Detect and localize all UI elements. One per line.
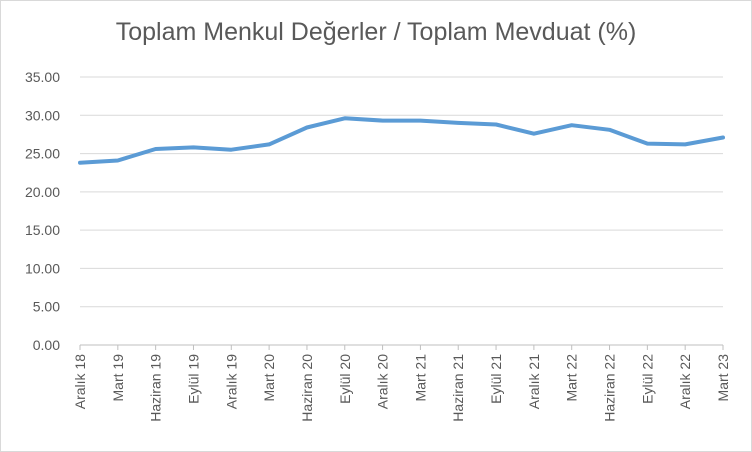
x-tick-label: Mart 22	[564, 354, 580, 402]
y-axis: 0.00 5.00 10.00 15.00 20.00 25.00 30.00 35.00	[25, 69, 60, 353]
y-tick-label: 5.00	[33, 299, 60, 315]
x-tick-label: Eylül 19	[185, 354, 201, 404]
y-tick-label: 25.00	[25, 146, 60, 162]
x-tick-label: Mart 21	[412, 354, 428, 402]
x-tick-label: Aralık 22	[677, 354, 693, 409]
y-tick-label: 10.00	[25, 260, 60, 276]
x-tick-label: Mart 23	[715, 354, 731, 402]
x-tick-label: Aralık 19	[223, 354, 239, 409]
y-tick-label: 30.00	[25, 107, 60, 123]
x-tick-label: Mart 20	[261, 354, 277, 402]
x-tick-label: Mart 19	[110, 354, 126, 402]
x-tick-label: Haziran 20	[299, 354, 315, 422]
x-tick-label: Aralık 21	[526, 354, 542, 409]
x-tick-label: Haziran 22	[602, 354, 618, 422]
x-axis: Aralık 18 Mart 19 Haziran 19 Eylül 19 Aralık…	[72, 345, 731, 422]
x-tick-label: Haziran 21	[450, 354, 466, 422]
x-tick-label: Eylül 20	[337, 354, 353, 404]
x-tick-label: Eylül 21	[488, 354, 504, 404]
y-tick-label: 20.00	[25, 184, 60, 200]
x-tick-label: Aralık 20	[375, 354, 391, 409]
chart-title: Toplam Menkul Değerler / Toplam Mevduat …	[115, 18, 637, 46]
y-tick-label: 0.00	[33, 337, 60, 353]
series-layer	[78, 116, 725, 165]
y-tick-label: 35.00	[25, 69, 60, 85]
x-tick-label: Aralık 18	[72, 354, 88, 409]
x-tick-label: Eylül 22	[639, 354, 655, 404]
series-line	[78, 116, 725, 165]
x-tick-label: Haziran 19	[148, 354, 164, 422]
gridlines	[80, 76, 723, 346]
y-tick-label: 15.00	[25, 222, 60, 238]
